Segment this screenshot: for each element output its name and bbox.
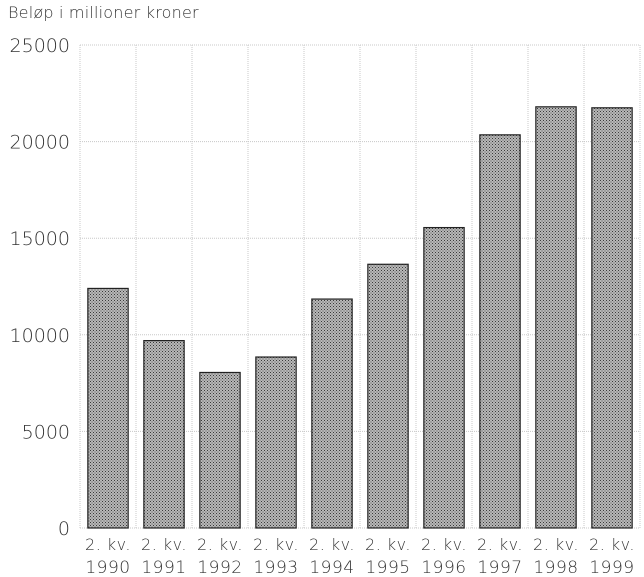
y-tick-labels: 0 5000 10000 15000 20000 25000: [10, 35, 70, 540]
x-tick-label-year: 1991: [141, 558, 186, 577]
bar-1992: [199, 371, 241, 529]
y-tick-label: 15000: [10, 228, 70, 250]
y-axis-label: Beløp i millioner kroner: [8, 3, 199, 22]
y-tick-label: 0: [58, 518, 70, 540]
x-tick-label-quarter: 2. kv.: [533, 535, 579, 554]
x-tick-label-year: 1994: [309, 558, 354, 577]
x-tick-label-year: 1992: [197, 558, 242, 577]
x-tick-label-quarter: 2. kv.: [141, 535, 187, 554]
bar-1996: [423, 226, 465, 529]
bar-1995: [367, 263, 409, 529]
bar-1994: [311, 298, 353, 529]
x-tick-label-quarter: 2. kv.: [309, 535, 355, 554]
y-tick-label: 10000: [10, 325, 70, 347]
bars: [87, 106, 633, 529]
bar-1991: [143, 339, 185, 529]
x-tick-label-quarter: 2. kv.: [477, 535, 523, 554]
y-tick-label: 20000: [10, 132, 70, 154]
x-tick-label-quarter: 2. kv.: [253, 535, 299, 554]
x-tick-label-quarter: 2. kv.: [365, 535, 411, 554]
x-tick-label-quarter: 2. kv.: [85, 535, 131, 554]
x-tick-label-year: 1999: [589, 558, 634, 577]
x-tick-labels: 2. kv. 1990 2. kv. 1991 2. kv. 1992 2. kv. 1993…: [85, 535, 635, 577]
bar-1993: [255, 356, 297, 529]
x-tick-label-quarter: 2. kv.: [421, 535, 467, 554]
bar-1998: [535, 106, 577, 529]
x-tick-label-quarter: 2. kv.: [197, 535, 243, 554]
bar-1999: [591, 107, 633, 529]
x-tick-label-year: 1995: [365, 558, 410, 577]
x-tick-label-year: 1993: [253, 558, 298, 577]
x-tick-label-quarter: 2. kv.: [589, 535, 635, 554]
x-tick-label-year: 1996: [421, 558, 466, 577]
x-tick-label-year: 1990: [85, 558, 130, 577]
y-tick-label: 25000: [10, 35, 70, 57]
y-tick-label: 5000: [22, 421, 70, 443]
x-tick-label-year: 1997: [477, 558, 522, 577]
x-tick-label-year: 1998: [533, 558, 578, 577]
bar-1997: [479, 134, 521, 529]
bar-1990: [87, 287, 129, 529]
